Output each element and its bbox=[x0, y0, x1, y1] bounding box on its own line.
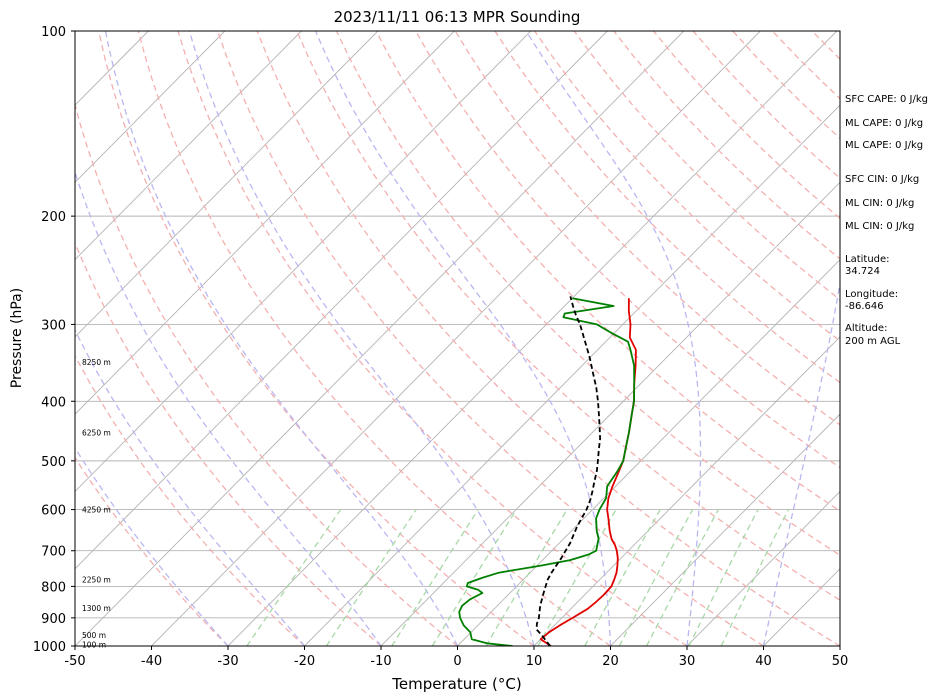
isotherm-line bbox=[75, 31, 608, 570]
y-tick-label: 800 bbox=[41, 580, 66, 595]
x-tick-label: 40 bbox=[755, 654, 772, 669]
isotherm-line bbox=[75, 31, 685, 646]
moist-adiabat-line bbox=[525, 31, 702, 646]
isotherm-line bbox=[304, 104, 840, 646]
moist-adiabat-line bbox=[104, 31, 459, 646]
isotherm-line bbox=[75, 31, 302, 261]
mixing-ratio-line bbox=[720, 509, 789, 646]
dry-adiabat-line bbox=[75, 102, 458, 646]
isotherm-line bbox=[75, 31, 379, 338]
mixing-ratio-line bbox=[325, 509, 417, 646]
y-tick-label: 100 bbox=[41, 25, 66, 40]
mixing-ratio-line bbox=[431, 509, 518, 646]
mixing-ratio-line bbox=[618, 509, 694, 646]
y-tick-label: 600 bbox=[41, 504, 66, 519]
dry-adiabat-line bbox=[534, 31, 840, 342]
isotherm-line bbox=[227, 31, 838, 646]
dry-adiabat-line bbox=[335, 31, 840, 556]
dry-adiabat-line bbox=[75, 241, 382, 646]
x-tick-label: -20 bbox=[294, 654, 315, 669]
height-label: 500 m bbox=[82, 631, 106, 640]
x-tick-label: 20 bbox=[602, 654, 619, 669]
y-tick-label: 1000 bbox=[33, 640, 66, 655]
location-info: Latitude: 34.724 Longitude: -86.646 Alti… bbox=[845, 254, 901, 347]
isotherm-line bbox=[686, 490, 840, 646]
parcel-profile bbox=[535, 296, 601, 646]
index-sfc-cin: SFC CIN: 0 J/kg bbox=[845, 174, 919, 185]
index-ml-cape: ML CAPE: 0 J/kg bbox=[845, 118, 923, 129]
height-label: 1300 m bbox=[82, 604, 111, 613]
longitude-label: Longitude: bbox=[845, 289, 898, 300]
longitude-value: -86.646 bbox=[845, 301, 884, 312]
y-tick-label: 500 bbox=[41, 455, 66, 470]
isotherm-line bbox=[457, 258, 840, 646]
moist-adiabat-line bbox=[188, 31, 535, 646]
stability-indices: SFC CAPE: 0 J/kg ML CAPE: 0 J/kg ML CAPE… bbox=[845, 94, 928, 232]
index-ml-cin: ML CIN: 0 J/kg bbox=[845, 198, 914, 209]
dry-adiabat-line bbox=[98, 31, 535, 646]
y-axis-label: Pressure (hPa) bbox=[9, 288, 25, 388]
y-tick-label: 700 bbox=[41, 545, 66, 560]
x-tick-label: -10 bbox=[370, 654, 391, 669]
dewpoint-profile bbox=[458, 297, 636, 646]
y-tick-label: 200 bbox=[41, 210, 66, 225]
height-label: 4250 m bbox=[82, 506, 111, 515]
mixing-ratio-line bbox=[584, 509, 661, 646]
dry-adiabat-line bbox=[375, 31, 840, 512]
moist-adiabat-line bbox=[762, 279, 840, 646]
index-sfc-cape: SFC CAPE: 0 J/kg bbox=[845, 94, 928, 105]
x-tick-label: -30 bbox=[217, 654, 238, 669]
dry-adiabat-line bbox=[256, 31, 840, 646]
x-axis-label: Temperature (°C) bbox=[391, 675, 521, 693]
dry-adiabat-line bbox=[296, 31, 840, 601]
mixing-ratio-line bbox=[246, 509, 342, 646]
isotherm-line bbox=[151, 31, 761, 646]
height-label: 8250 m bbox=[82, 358, 111, 367]
sounding-profiles bbox=[458, 296, 637, 646]
isotherm-line bbox=[380, 181, 840, 646]
chart-title: 2023/11/11 06:13 MPR Sounding bbox=[334, 8, 581, 26]
axis-ticks: -50 -40 -30 -20 -10 0 10 20 30 40 50 1000 900 800 700 6… bbox=[33, 25, 848, 669]
dry-adiabat-line bbox=[75, 354, 305, 646]
latitude-value: 34.724 bbox=[845, 266, 880, 277]
height-label: 2250 m bbox=[82, 576, 111, 585]
mixing-ratio-line bbox=[485, 509, 568, 646]
isotherm-line bbox=[75, 31, 532, 493]
y-tick-label: 400 bbox=[41, 395, 66, 410]
index-ml-cin-2: ML CIN: 0 J/kg bbox=[845, 221, 914, 232]
background-lines bbox=[75, 31, 840, 646]
isotherm-line bbox=[610, 413, 840, 646]
x-tick-label: 10 bbox=[526, 654, 543, 669]
dry-adiabat-line bbox=[137, 31, 611, 646]
altitude-value: 200 m AGL bbox=[845, 336, 901, 347]
moist-adiabat-line bbox=[315, 31, 612, 646]
x-tick-label: 30 bbox=[679, 654, 696, 669]
mixing-ratio-line bbox=[688, 509, 759, 646]
altitude-label: Altitude: bbox=[845, 323, 887, 334]
height-label: 6250 m bbox=[82, 429, 111, 438]
x-tick-label: 50 bbox=[832, 654, 849, 669]
moist-adiabat-line bbox=[75, 446, 229, 646]
dry-adiabat-line bbox=[494, 31, 840, 384]
dry-adiabat-line bbox=[177, 31, 688, 646]
mixing-ratio-line bbox=[646, 509, 719, 646]
y-tick-label: 300 bbox=[41, 318, 66, 333]
x-tick-label: -50 bbox=[64, 654, 85, 669]
isotherm-line bbox=[533, 336, 840, 646]
latitude-label: Latitude: bbox=[845, 254, 890, 265]
y-tick-label: 900 bbox=[41, 612, 66, 627]
mixing-ratio-line bbox=[537, 509, 617, 646]
index-ml-cape-2: ML CAPE: 0 J/kg bbox=[845, 140, 923, 151]
moist-adiabat-line bbox=[75, 170, 382, 646]
isotherm-line bbox=[75, 31, 455, 415]
x-tick-label: 0 bbox=[453, 654, 461, 669]
height-label: 100 m bbox=[82, 641, 106, 650]
mixing-ratio-line bbox=[391, 509, 479, 646]
dry-adiabat-line bbox=[216, 31, 764, 646]
isotherm-line bbox=[75, 31, 226, 184]
dry-adiabat-line bbox=[573, 31, 840, 301]
x-tick-label: -40 bbox=[141, 654, 162, 669]
